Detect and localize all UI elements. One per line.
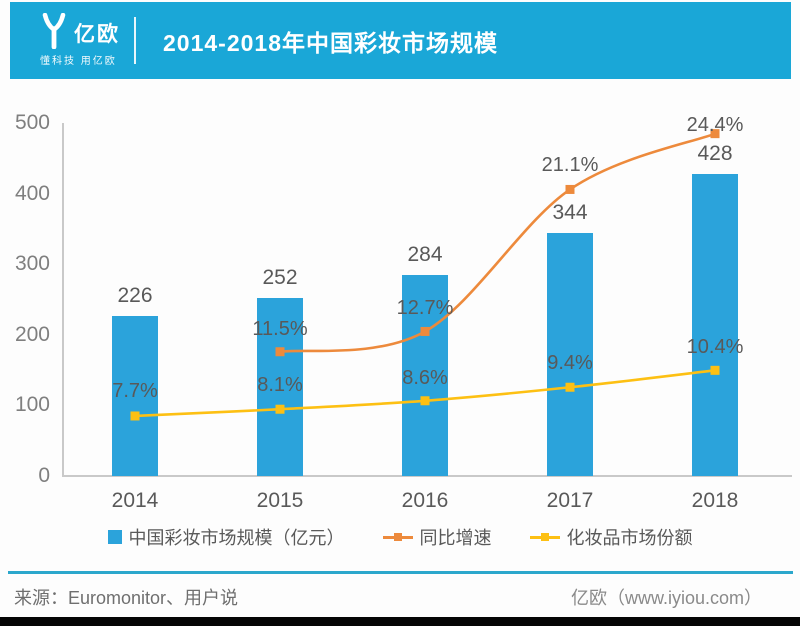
legend-swatch-bar [107, 530, 122, 544]
y-axis-tick-label: 500 [14, 111, 50, 134]
share-percent-label: 8.1% [257, 374, 303, 397]
growth-marker [565, 184, 575, 194]
credit-text: 亿欧（www.iyiou.com） [570, 588, 762, 608]
share-percent-label: 7.7% [112, 379, 158, 402]
y-axis-tick-label: 400 [14, 181, 50, 205]
growth-percent-label: 12.7% [396, 297, 454, 320]
bar-value-label: 252 [262, 266, 298, 290]
bottom-black-bar [0, 617, 800, 626]
share-percent-label: 10.4% [686, 336, 744, 359]
legend-swatch-growth-line [382, 530, 413, 544]
source-text: 来源：Euromonitor、用户说 [14, 588, 239, 608]
y-axis-tick-label: 300 [14, 252, 50, 276]
bar-value-label: 284 [407, 243, 443, 267]
legend-label: 中国彩妆市场规模（亿元） [128, 528, 345, 548]
x-axis-tick-label: 2018 [691, 489, 739, 512]
growth-percent-label: 11.5% [252, 317, 308, 340]
logo-tagline: 懂科技 用亿欧 [40, 56, 117, 67]
yiou-logo-text: 亿欧 [74, 23, 120, 46]
chart-title: 2014-2018年中国彩妆市场规模 [163, 29, 498, 56]
share-percent-label: 9.4% [547, 352, 593, 375]
banner-divider [134, 17, 136, 64]
legend-item-share: 化妆品市场份额 [529, 524, 693, 550]
y-axis-line [62, 123, 64, 476]
legend-label: 化妆品市场份额 [566, 528, 693, 548]
bar [692, 173, 738, 476]
legend-line-marker [393, 533, 402, 541]
legend-line-marker [540, 533, 549, 541]
legend-label: 同比增速 [419, 528, 492, 548]
legend-swatch-share-line [529, 530, 560, 544]
y-axis-tick-label: 200 [14, 322, 50, 346]
yiou-logo-icon [42, 13, 66, 49]
header-banner: 亿欧 懂科技 用亿欧 2014-2018年中国彩妆市场规模 [10, 2, 791, 79]
growth-line [279, 132, 716, 354]
y-axis-tick-label: 100 [14, 393, 50, 417]
chart-legend: 中国彩妆市场规模（亿元） 同比增速 化妆品市场份额 [0, 524, 800, 550]
x-axis-line [62, 475, 792, 477]
bar-value-label: 226 [117, 284, 153, 308]
legend-item-market-size: 中国彩妆市场规模（亿元） [107, 524, 345, 550]
footer-divider-line [8, 571, 793, 574]
x-axis-tick-label: 2015 [256, 489, 304, 512]
bar-value-label: 428 [697, 141, 733, 165]
growth-percent-label: 21.1% [541, 154, 599, 177]
y-axis-tick-label: 0 [38, 464, 50, 487]
legend-item-growth: 同比增速 [382, 524, 492, 550]
x-axis-tick-label: 2016 [401, 489, 449, 512]
bar-value-label: 344 [552, 201, 588, 225]
growth-percent-label: 24.4% [686, 113, 744, 136]
x-axis-tick-label: 2017 [546, 489, 594, 512]
x-axis-tick-label: 2014 [111, 489, 159, 512]
share-percent-label: 8.6% [402, 366, 448, 389]
